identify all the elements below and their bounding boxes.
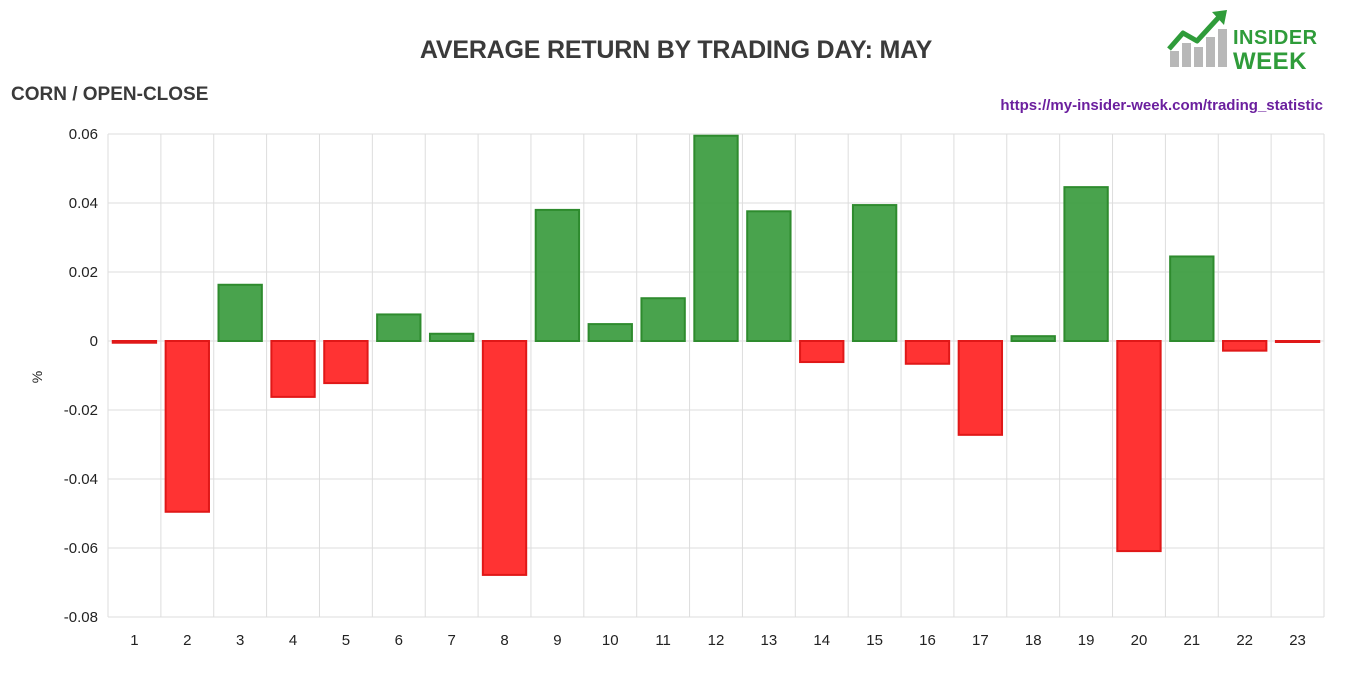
x-tick-label: 22 <box>1236 632 1253 649</box>
x-tick-label: 4 <box>289 632 297 649</box>
bar-day-4[interactable] <box>270 340 316 398</box>
x-tick-label: 18 <box>1025 632 1042 649</box>
x-tick-label: 17 <box>972 632 989 649</box>
x-tick-label: 14 <box>813 632 830 649</box>
bar-day-8[interactable] <box>481 340 528 576</box>
y-tick-label: 0 <box>90 333 98 350</box>
x-tick-label: 9 <box>553 632 561 649</box>
chart-title: AVERAGE RETURN BY TRADING DAY: MAY <box>419 36 933 64</box>
x-tick-label: 12 <box>708 632 725 649</box>
y-axis-label: % <box>29 371 45 383</box>
bar-day-5[interactable] <box>323 340 369 385</box>
y-axis-ticks: 0.06 0.04 0.02 0 -0.02 -0.04 -0.06 -0.08 <box>64 126 98 626</box>
rising-bar-chart-arrow-icon <box>1167 10 1227 67</box>
bar-day-2[interactable] <box>164 340 210 513</box>
x-tick-label: 23 <box>1289 632 1306 649</box>
chart-bars <box>111 134 1321 576</box>
bar-day-17[interactable] <box>957 340 1004 436</box>
x-tick-label: 16 <box>919 632 936 649</box>
bar-day-3[interactable] <box>217 283 263 343</box>
y-tick-label: 0.06 <box>69 126 98 143</box>
bar-day-11[interactable] <box>640 297 686 342</box>
x-tick-label: 10 <box>602 632 619 649</box>
y-tick-label: -0.06 <box>64 540 98 557</box>
y-tick-label: -0.02 <box>64 402 98 419</box>
x-tick-label: 1 <box>130 632 138 649</box>
x-tick-label: 20 <box>1131 632 1148 649</box>
bar-day-12[interactable] <box>693 134 739 342</box>
bar-day-15[interactable] <box>851 204 898 342</box>
bar-day-23[interactable] <box>1274 340 1321 343</box>
x-tick-label: 19 <box>1078 632 1095 649</box>
bar-day-18[interactable] <box>1010 335 1056 343</box>
x-tick-label: 8 <box>500 632 508 649</box>
source-url-link[interactable]: https://my-insider-week.com/trading_stat… <box>1000 97 1323 114</box>
bar-day-14[interactable] <box>799 340 845 364</box>
bar-day-13[interactable] <box>746 210 792 342</box>
bar-day-19[interactable] <box>1063 186 1109 342</box>
x-tick-label: 6 <box>395 632 403 649</box>
x-tick-label: 13 <box>761 632 778 649</box>
x-tick-label: 15 <box>866 632 883 649</box>
x-tick-label: 3 <box>236 632 244 649</box>
x-tick-label: 5 <box>342 632 350 649</box>
bar-day-9[interactable] <box>534 208 581 342</box>
chart-subtitle: CORN / OPEN-CLOSE <box>11 84 209 105</box>
x-tick-label: 21 <box>1183 632 1200 649</box>
x-tick-label: 2 <box>183 632 191 649</box>
bar-day-7[interactable] <box>428 332 475 343</box>
x-tick-label: 7 <box>447 632 455 649</box>
y-tick-label: 0.02 <box>69 264 98 281</box>
bar-day-10[interactable] <box>587 323 633 343</box>
bar-day-16[interactable] <box>904 340 951 365</box>
y-tick-label: -0.08 <box>64 609 98 626</box>
logo-word-insider: INSIDER <box>1233 27 1318 49</box>
x-tick-label: 11 <box>655 632 671 649</box>
bar-day-21[interactable] <box>1169 255 1215 343</box>
bar-day-22[interactable] <box>1222 340 1268 352</box>
x-axis-ticks: 1 2 3 4 5 6 7 8 9 10 11 12 13 14 15 16 17 18 19 20 21 22 23 <box>130 632 1306 649</box>
insider-week-logo[interactable]: INSIDER WEEK <box>1167 9 1327 75</box>
logo-word-week: WEEK <box>1233 48 1307 75</box>
y-tick-label: 0.04 <box>69 195 98 212</box>
bar-day-1[interactable] <box>111 340 158 344</box>
y-tick-label: -0.04 <box>64 471 98 488</box>
bar-day-6[interactable] <box>376 313 422 342</box>
bar-day-20[interactable] <box>1116 340 1162 553</box>
